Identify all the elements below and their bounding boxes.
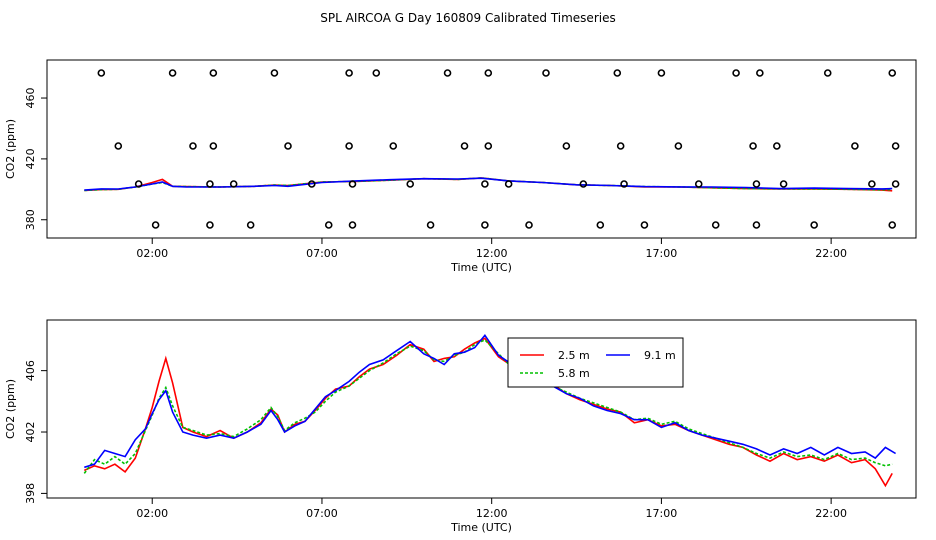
data-point	[426, 221, 435, 229]
data-point	[270, 69, 279, 77]
data-point	[756, 69, 764, 77]
plot-frame	[46, 319, 917, 499]
x-tick-label: 02:00	[136, 507, 168, 520]
data-point	[460, 142, 469, 150]
data-point	[732, 69, 740, 77]
data-point	[372, 69, 381, 77]
data-point	[888, 221, 897, 229]
y-tick-label: 398	[24, 483, 37, 504]
data-point	[484, 142, 493, 150]
data-point	[481, 180, 489, 188]
series-line-2-5-m	[83, 337, 893, 488]
data-point	[891, 142, 900, 150]
data-point	[484, 69, 493, 77]
y-axis-label: CO2 (ppm)	[4, 379, 17, 439]
data-point	[810, 221, 818, 229]
data-point	[888, 69, 897, 77]
data-point	[307, 180, 316, 188]
data-point	[891, 180, 900, 188]
data-point	[525, 221, 533, 229]
top-chart: 02:00 07:00 12:00 17:00 22:00 Time (UTC) 380 42…	[4, 59, 917, 274]
x-axis-label: Time (UTC)	[450, 261, 512, 274]
data-point	[246, 221, 255, 229]
data-point	[345, 69, 353, 77]
data-point	[749, 142, 757, 150]
series-line-9-1-m	[84, 177, 893, 191]
data-point	[579, 180, 588, 188]
x-tick-label: 02:00	[136, 247, 168, 260]
x-tick-label: 12:00	[476, 247, 508, 260]
data-point	[284, 142, 292, 150]
data-point	[562, 142, 571, 150]
x-axis-label: Time (UTC)	[450, 521, 512, 534]
data-point	[657, 69, 666, 77]
data-point	[151, 221, 160, 229]
data-point	[97, 69, 106, 77]
data-point	[229, 180, 238, 188]
legend-label: 2.5 m	[558, 349, 590, 362]
data-point	[640, 221, 649, 229]
data-point	[443, 69, 452, 77]
y-tick-label: 420	[24, 148, 37, 169]
data-point	[752, 180, 761, 188]
bottom-chart: 02:00 07:00 12:00 17:00 22:00 Time (UTC) 398 40…	[4, 319, 917, 534]
data-point	[114, 142, 123, 150]
data-point	[324, 221, 333, 229]
y-tick-label: 460	[24, 88, 37, 109]
data-point	[481, 221, 489, 229]
data-point	[823, 69, 832, 77]
x-tick-label: 07:00	[306, 507, 338, 520]
x-tick-label: 12:00	[476, 507, 508, 520]
series-line-5-8-m	[83, 338, 893, 474]
data-point	[851, 142, 859, 150]
data-point	[209, 69, 218, 77]
data-point	[773, 142, 781, 150]
figure-title: SPL AIRCOA G Day 160809 Calibrated Times…	[320, 11, 615, 25]
x-tick-label: 17:00	[646, 247, 678, 260]
y-tick-label: 380	[24, 209, 37, 230]
data-point	[542, 69, 550, 77]
data-point	[206, 221, 214, 229]
data-point	[613, 69, 622, 77]
data-point	[134, 180, 143, 188]
legend: 2.5 m 5.8 m 9.1 m	[507, 337, 684, 388]
data-point	[868, 180, 876, 188]
data-point	[206, 180, 214, 188]
legend-label: 5.8 m	[558, 367, 590, 380]
legend-label: 9.1 m	[644, 349, 676, 362]
data-point	[752, 221, 761, 229]
data-point	[168, 69, 177, 77]
data-point	[674, 142, 683, 150]
y-axis-label: CO2 (ppm)	[4, 119, 17, 179]
x-tick-label: 07:00	[306, 247, 338, 260]
data-point	[779, 180, 788, 188]
data-point	[389, 142, 398, 150]
series-line-9-1-m	[84, 333, 897, 469]
data-point	[348, 221, 357, 229]
legend-box	[507, 337, 684, 388]
data-point	[694, 180, 703, 188]
x-tick-label: 22:00	[815, 507, 847, 520]
data-point	[616, 142, 625, 150]
data-point	[596, 221, 605, 229]
plot-frame	[46, 59, 917, 239]
data-point	[189, 142, 197, 150]
x-tick-label: 17:00	[646, 507, 678, 520]
data-point	[345, 142, 353, 150]
y-tick-label: 406	[24, 360, 37, 381]
data-point	[504, 180, 513, 188]
data-point	[406, 180, 415, 188]
data-point	[348, 180, 357, 188]
y-tick-label: 402	[24, 422, 37, 443]
data-point	[620, 180, 628, 188]
data-point	[711, 221, 720, 229]
data-point	[209, 142, 218, 150]
x-tick-label: 22:00	[815, 247, 847, 260]
